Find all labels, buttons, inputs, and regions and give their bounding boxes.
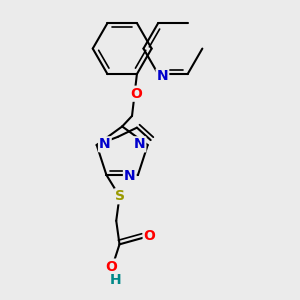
Text: O: O <box>105 260 117 274</box>
Text: O: O <box>144 229 155 243</box>
Text: N: N <box>157 69 168 83</box>
Text: O: O <box>130 87 142 101</box>
Text: N: N <box>99 137 111 151</box>
Text: N: N <box>124 169 136 183</box>
Text: S: S <box>115 189 125 203</box>
Text: N: N <box>134 137 145 151</box>
Text: H: H <box>110 273 122 287</box>
